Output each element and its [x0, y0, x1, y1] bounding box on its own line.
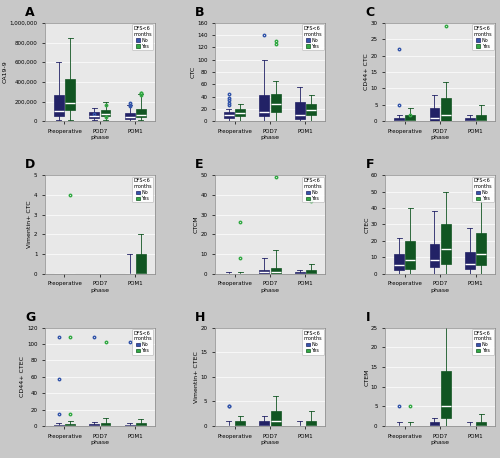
Y-axis label: CTEM: CTEM — [364, 368, 369, 386]
Legend: No, Yes: No, Yes — [472, 329, 494, 355]
Legend: No, Yes: No, Yes — [132, 177, 154, 202]
Text: B: B — [196, 6, 205, 19]
Legend: No, Yes: No, Yes — [302, 24, 324, 50]
X-axis label: phase: phase — [90, 440, 110, 445]
PathPatch shape — [100, 110, 110, 116]
X-axis label: phase: phase — [260, 440, 280, 445]
PathPatch shape — [306, 270, 316, 273]
Text: F: F — [366, 158, 374, 171]
Y-axis label: CTEC: CTEC — [364, 216, 369, 233]
X-axis label: phase: phase — [260, 288, 280, 293]
Y-axis label: CA19-9: CA19-9 — [3, 60, 8, 83]
Legend: No, Yes: No, Yes — [472, 177, 494, 202]
PathPatch shape — [295, 102, 304, 119]
Text: G: G — [25, 311, 35, 324]
Legend: No, Yes: No, Yes — [132, 24, 154, 50]
PathPatch shape — [295, 272, 304, 273]
PathPatch shape — [441, 224, 450, 264]
PathPatch shape — [270, 267, 280, 273]
Text: I: I — [366, 311, 370, 324]
Text: D: D — [25, 158, 35, 171]
PathPatch shape — [236, 109, 245, 116]
PathPatch shape — [476, 114, 486, 121]
PathPatch shape — [136, 424, 146, 426]
PathPatch shape — [465, 252, 475, 269]
PathPatch shape — [260, 421, 270, 426]
Legend: No, Yes: No, Yes — [302, 329, 324, 355]
PathPatch shape — [394, 118, 404, 121]
PathPatch shape — [430, 108, 440, 121]
PathPatch shape — [136, 254, 146, 273]
Text: H: H — [196, 311, 205, 324]
PathPatch shape — [306, 104, 316, 115]
PathPatch shape — [65, 424, 75, 426]
PathPatch shape — [54, 425, 64, 426]
PathPatch shape — [476, 422, 486, 426]
Legend: No, Yes: No, Yes — [302, 177, 324, 202]
PathPatch shape — [136, 109, 146, 117]
PathPatch shape — [465, 118, 475, 121]
Y-axis label: Vimentin+ CTC: Vimentin+ CTC — [28, 201, 32, 248]
X-axis label: phase: phase — [90, 288, 110, 293]
PathPatch shape — [124, 425, 134, 426]
Y-axis label: Vimentin+ CTEC: Vimentin+ CTEC — [194, 351, 199, 403]
PathPatch shape — [90, 112, 99, 118]
Y-axis label: CD44+ CTEC: CD44+ CTEC — [20, 356, 25, 397]
Legend: No, Yes: No, Yes — [132, 329, 154, 355]
PathPatch shape — [260, 270, 270, 273]
X-axis label: phase: phase — [90, 135, 110, 140]
PathPatch shape — [270, 411, 280, 426]
PathPatch shape — [90, 424, 99, 426]
PathPatch shape — [54, 95, 64, 116]
X-axis label: phase: phase — [430, 135, 450, 140]
PathPatch shape — [406, 114, 415, 121]
X-axis label: phase: phase — [430, 440, 450, 445]
PathPatch shape — [100, 423, 110, 426]
PathPatch shape — [65, 79, 75, 110]
PathPatch shape — [270, 93, 280, 112]
PathPatch shape — [306, 421, 316, 426]
PathPatch shape — [441, 98, 450, 121]
PathPatch shape — [430, 422, 440, 426]
PathPatch shape — [441, 371, 450, 418]
PathPatch shape — [430, 244, 440, 267]
X-axis label: phase: phase — [260, 135, 280, 140]
PathPatch shape — [224, 112, 234, 118]
Text: A: A — [25, 6, 35, 19]
PathPatch shape — [124, 113, 134, 119]
PathPatch shape — [236, 421, 245, 426]
PathPatch shape — [394, 254, 404, 270]
Y-axis label: CTC: CTC — [190, 66, 196, 78]
Text: E: E — [196, 158, 204, 171]
Y-axis label: CD44+ CTC: CD44+ CTC — [364, 54, 369, 90]
Text: C: C — [366, 6, 374, 19]
X-axis label: phase: phase — [430, 288, 450, 293]
Legend: No, Yes: No, Yes — [472, 24, 494, 50]
Y-axis label: CTCM: CTCM — [194, 216, 199, 233]
PathPatch shape — [260, 95, 270, 116]
PathPatch shape — [476, 233, 486, 265]
PathPatch shape — [406, 241, 415, 269]
